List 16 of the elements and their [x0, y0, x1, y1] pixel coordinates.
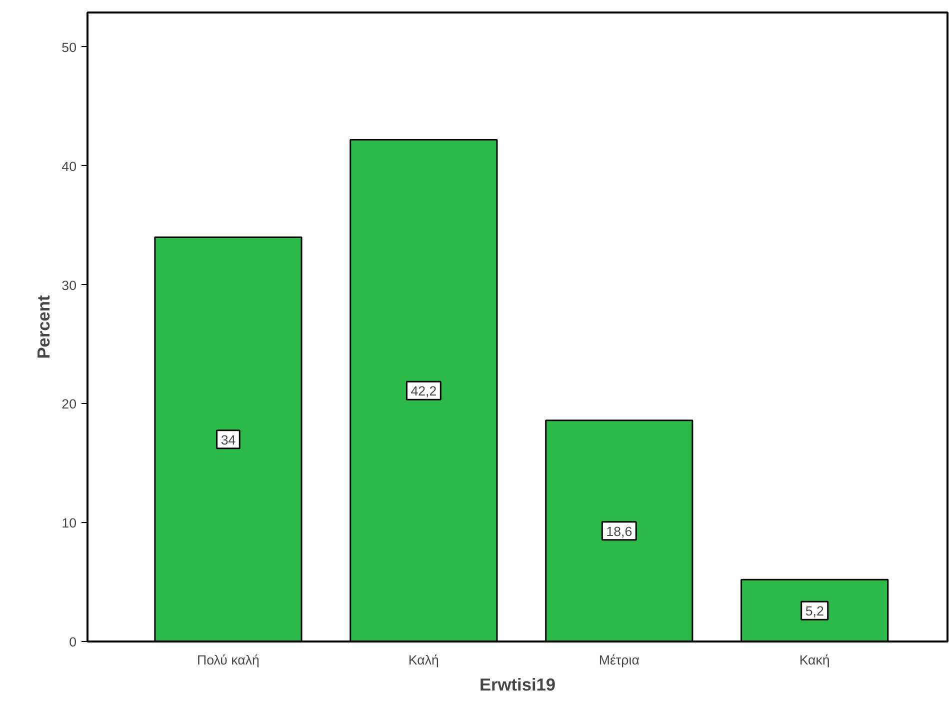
data-label: 34	[220, 432, 236, 448]
data-label: 42,2	[410, 384, 437, 399]
x-axis-title: Erwtisi19	[479, 674, 556, 694]
y-tick-label: 20	[62, 396, 77, 412]
y-tick-label: 10	[62, 516, 77, 531]
x-tick-label: Πολύ καλή	[197, 652, 260, 668]
data-label: 5,2	[805, 604, 824, 619]
data-label: 18,6	[606, 524, 632, 539]
x-tick-label: Κακή	[799, 652, 830, 668]
x-tick-label: Καλή	[408, 652, 439, 668]
y-axis-title: Percent	[34, 294, 54, 359]
y-tick-label: 50	[62, 40, 77, 55]
y-tick-label: 40	[62, 158, 77, 174]
y-tick-label: 30	[62, 278, 77, 293]
x-tick-label: Μέτρια	[598, 652, 640, 668]
y-tick-label: 0	[69, 634, 77, 650]
